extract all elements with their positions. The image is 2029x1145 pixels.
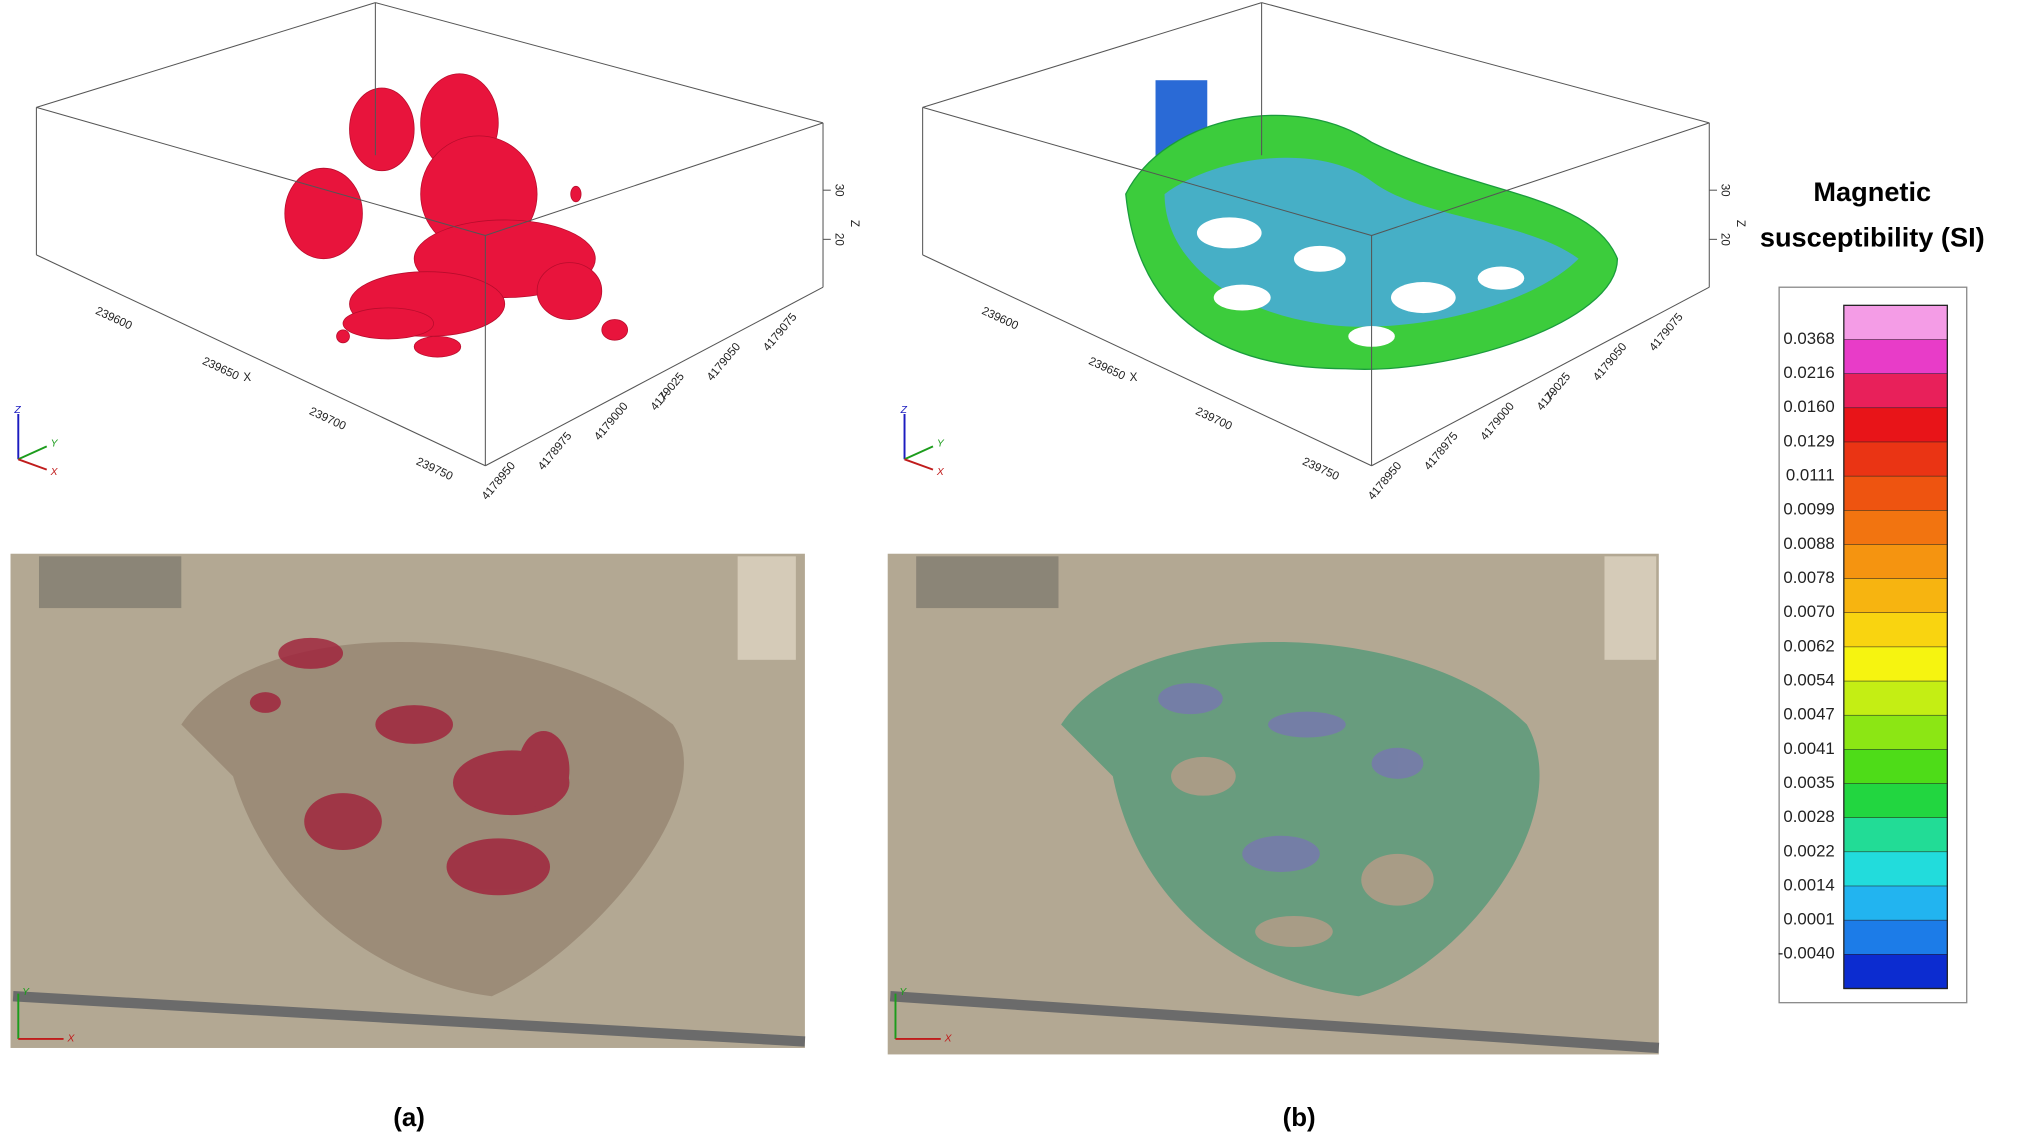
z-tick-label: 20 bbox=[832, 233, 845, 246]
panel-caption: (a) bbox=[393, 1104, 425, 1132]
aerial-photo-a bbox=[10, 553, 806, 1048]
box-edge bbox=[1371, 122, 1710, 236]
triad-y bbox=[904, 445, 934, 461]
legend-title: Magnetic bbox=[1813, 176, 1931, 207]
color-band bbox=[1843, 510, 1948, 546]
z-tick-label: 20 bbox=[1719, 233, 1732, 246]
legend-label: 0.0014 bbox=[1783, 875, 1834, 894]
color-band bbox=[1843, 339, 1948, 375]
color-band bbox=[1843, 612, 1948, 648]
y-axis-label: Y bbox=[660, 392, 668, 405]
legend-label: 0.0047 bbox=[1783, 705, 1834, 724]
color-band bbox=[1843, 544, 1948, 580]
legend-label: 0.0022 bbox=[1783, 841, 1834, 860]
box-edge bbox=[36, 254, 486, 467]
legend-label: 0.0035 bbox=[1783, 773, 1834, 792]
color-strip-frame bbox=[1843, 304, 1948, 990]
legend-label: 0.0070 bbox=[1783, 602, 1834, 621]
color-band bbox=[1843, 885, 1948, 921]
legend-label: 0.0216 bbox=[1783, 363, 1834, 382]
color-band bbox=[1843, 749, 1948, 785]
triad-x-label: X bbox=[936, 467, 945, 478]
map-triad: YX bbox=[894, 987, 953, 1045]
legend-label: -0.0040 bbox=[1778, 944, 1835, 963]
color-band bbox=[1843, 373, 1948, 409]
triad-y-label: Y bbox=[937, 439, 945, 450]
legend-label: 0.0001 bbox=[1783, 910, 1834, 929]
box-edge bbox=[375, 2, 824, 124]
red-isosurfaces bbox=[284, 73, 629, 358]
legend-label: 0.0088 bbox=[1783, 534, 1834, 553]
axis-triad: Z Y X bbox=[900, 405, 945, 478]
triad-z-label: Z bbox=[13, 405, 21, 416]
triad-y-label: Y bbox=[899, 987, 907, 998]
triad-x-label: X bbox=[66, 1034, 75, 1045]
color-band bbox=[1843, 407, 1948, 443]
color-band bbox=[1843, 919, 1948, 955]
triad-x bbox=[904, 458, 934, 471]
triad-y-label: Y bbox=[51, 439, 59, 450]
panel-caption: (b) bbox=[1283, 1104, 1316, 1132]
legend-label: 0.0160 bbox=[1783, 397, 1834, 416]
legend-label: 0.0111 bbox=[1786, 466, 1835, 485]
color-band bbox=[1843, 783, 1948, 819]
triad-x bbox=[17, 458, 48, 471]
box-edge bbox=[922, 2, 1262, 108]
aerial-photo-b bbox=[887, 553, 1660, 1055]
box-edge bbox=[922, 106, 1372, 236]
box-edge bbox=[485, 286, 824, 467]
x-tick-label: 239600 bbox=[980, 304, 1021, 332]
axis-triad: Z Y X bbox=[13, 405, 58, 478]
legend-label: 0.0078 bbox=[1783, 568, 1834, 587]
legend-label: 0.0062 bbox=[1783, 636, 1834, 655]
legend-label: 0.0054 bbox=[1783, 670, 1834, 689]
z-tick-label: 30 bbox=[832, 184, 845, 197]
box-edge bbox=[1261, 2, 1710, 124]
color-band bbox=[1843, 475, 1948, 511]
x-tick-label: 239750 bbox=[1300, 455, 1341, 483]
z-axis-label: Z bbox=[1734, 220, 1747, 227]
x-tick-label: 239650 bbox=[1087, 355, 1128, 383]
color-band bbox=[1843, 851, 1948, 887]
legend-title: susceptibility (SI) bbox=[1760, 222, 1985, 253]
x-axis-label: X bbox=[1130, 371, 1138, 384]
triad-x-label: X bbox=[50, 467, 59, 478]
color-band bbox=[1843, 817, 1948, 853]
color-band bbox=[1843, 680, 1948, 716]
color-band bbox=[1843, 578, 1948, 614]
color-band bbox=[1843, 305, 1948, 341]
x-tick-label: 239700 bbox=[1193, 405, 1234, 433]
z-tick-label: 30 bbox=[1719, 184, 1732, 197]
legend-label: 0.0028 bbox=[1783, 807, 1834, 826]
legend-label: 0.0099 bbox=[1783, 500, 1834, 519]
z-axis-label: Z bbox=[848, 220, 861, 227]
x-tick-label: 239600 bbox=[93, 304, 134, 332]
x-tick-label: 239750 bbox=[414, 455, 455, 483]
x-axis-label: X bbox=[243, 371, 251, 384]
color-band bbox=[1843, 441, 1948, 477]
legend-label: 0.0041 bbox=[1783, 739, 1834, 758]
legend-label: 0.0368 bbox=[1783, 329, 1834, 348]
triad-x-label: X bbox=[944, 1034, 953, 1045]
box-edge bbox=[922, 254, 1372, 467]
box-edge bbox=[36, 2, 376, 108]
y-axis-label: Y bbox=[1546, 392, 1554, 405]
map-triad: YX bbox=[17, 987, 75, 1045]
box-edge bbox=[485, 122, 824, 236]
triad-z-label: Z bbox=[900, 405, 908, 416]
color-band bbox=[1843, 646, 1948, 682]
legend-label: 0.0129 bbox=[1783, 431, 1834, 450]
color-band bbox=[1843, 714, 1948, 751]
box-edge bbox=[1371, 286, 1710, 467]
color-band bbox=[1843, 954, 1948, 990]
x-tick-label: 239700 bbox=[307, 405, 348, 433]
triad-y bbox=[17, 445, 48, 461]
triad-y-label: Y bbox=[22, 987, 30, 998]
box-edge bbox=[36, 106, 486, 236]
x-tick-label: 239650 bbox=[200, 355, 241, 383]
